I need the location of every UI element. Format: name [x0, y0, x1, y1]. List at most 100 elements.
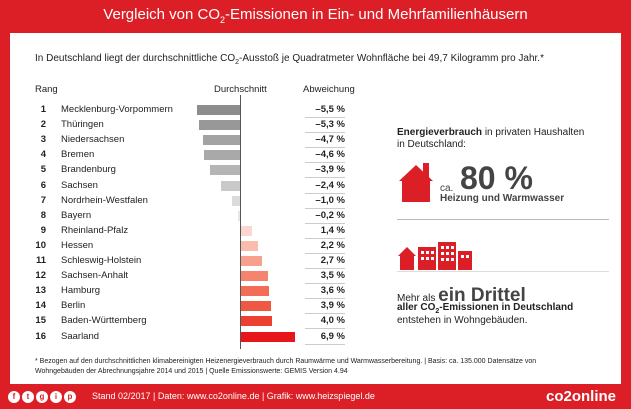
- state-name: Hamburg: [61, 285, 101, 297]
- deviation-bar: [198, 120, 240, 131]
- row-separator: [305, 252, 345, 254]
- header-average: Durchschnitt: [214, 84, 267, 95]
- rank-number: 15: [35, 315, 46, 327]
- row-separator: [305, 207, 345, 209]
- deviation-value: 6,9 %: [320, 330, 345, 342]
- row-separator: [305, 162, 345, 164]
- deviation-bar: [203, 135, 240, 146]
- deviation-value: –5,5 %: [315, 104, 345, 115]
- row-separator: [305, 132, 345, 134]
- main-panel: In Deutschland liegt der durchschnittlic…: [10, 33, 621, 384]
- deviation-value: –3,9 %: [315, 164, 345, 176]
- state-name: Nordrhein-Westfalen: [61, 194, 148, 206]
- deviation-value: 2,7 %: [320, 255, 345, 266]
- info-divider: [397, 219, 609, 220]
- deviation-bar: [232, 195, 240, 206]
- state-name: Baden-Württemberg: [61, 315, 147, 327]
- rank-number: 11: [35, 255, 46, 266]
- row-separator: [305, 192, 345, 194]
- deviation-value: –2,4 %: [315, 179, 345, 191]
- state-name: Saarland: [61, 330, 100, 342]
- chart-title: Vergleich von CO2-Emissionen in Ein- und…: [103, 6, 528, 25]
- deviation-value: –4,6 %: [315, 149, 345, 161]
- deviation-bar: [241, 316, 273, 327]
- rank-number: 13: [35, 285, 46, 297]
- deviation-bar: [238, 210, 240, 221]
- deviation-value: –1,0 %: [315, 194, 345, 206]
- deviation-bar: [241, 256, 263, 266]
- rank-number: 3: [40, 134, 46, 146]
- energy-percentage: 80 %: [460, 160, 533, 196]
- deviation-value: 3,9 %: [320, 300, 345, 312]
- facebook-icon[interactable]: f: [8, 391, 20, 403]
- row-separator: [305, 298, 345, 300]
- state-name: Sachsen: [61, 179, 98, 191]
- deviation-bar: [241, 225, 252, 236]
- state-name: Brandenburg: [61, 164, 116, 176]
- rank-number: 2: [40, 119, 46, 131]
- third-info-line3: entstehen in Wohngebäuden.: [397, 315, 528, 326]
- deviation-bar: [197, 105, 240, 115]
- state-name: Hessen: [61, 239, 94, 251]
- third-info-line2: aller CO2-Emissionen in Deutschland: [397, 302, 574, 315]
- deviation-bar: [241, 301, 272, 312]
- state-name: Berlin: [61, 300, 86, 312]
- energy-info-bold: Energieverbrauch: [397, 127, 483, 138]
- deviation-bar: [241, 271, 269, 282]
- deviation-bar: [221, 180, 240, 191]
- row-separator: [305, 313, 345, 315]
- header-deviation: Abweichung: [303, 84, 355, 95]
- buildings-baseline: [397, 271, 609, 272]
- state-name: Schleswig-Holstein: [61, 255, 142, 266]
- row-separator: [305, 283, 345, 285]
- rank-number: 8: [40, 209, 46, 221]
- deviation-value: –0,2 %: [315, 209, 345, 221]
- house-icon: [399, 163, 433, 202]
- row-separator: [305, 328, 345, 330]
- google-plus-icon[interactable]: g: [36, 391, 48, 403]
- deviation-value: –4,7 %: [315, 134, 345, 146]
- state-name: Thüringen: [61, 119, 104, 131]
- row-separator: [305, 268, 345, 269]
- rank-number: 4: [40, 149, 46, 161]
- rank-number: 14: [35, 300, 46, 312]
- footer: f t g i p Stand 02/2017 | Daten: www.co2…: [0, 386, 631, 409]
- pinterest-icon[interactable]: p: [64, 391, 76, 403]
- energy-subtitle: Heizung und Warmwasser: [440, 193, 565, 204]
- footer-credits: Stand 02/2017 | Daten: www.co2online.de …: [92, 391, 375, 401]
- rank-number: 7: [40, 194, 46, 206]
- row-separator: [305, 343, 345, 345]
- instagram-icon[interactable]: i: [50, 391, 62, 403]
- deviation-value: 1,4 %: [320, 224, 345, 236]
- rank-number: 9: [40, 224, 46, 236]
- deviation-bar: [241, 240, 259, 251]
- rank-number: 1: [40, 104, 46, 115]
- state-name: Bayern: [61, 209, 92, 221]
- third-info-big: ein Drittel: [438, 285, 526, 306]
- row-separator: [305, 177, 345, 179]
- energy-ca: ca.: [440, 183, 454, 194]
- energy-info-text: Energieverbrauch in privaten Haushalten i…: [397, 127, 585, 150]
- deviation-bar: [241, 286, 270, 297]
- co2online-logo[interactable]: co2online: [545, 388, 616, 405]
- rank-number: 6: [40, 179, 46, 191]
- row-separator: [305, 222, 345, 224]
- deviation-value: 3,5 %: [320, 270, 345, 282]
- twitter-icon[interactable]: t: [22, 391, 34, 403]
- deviation-value: –5,3 %: [315, 119, 345, 131]
- state-name: Niedersachsen: [61, 134, 125, 146]
- rank-number: 16: [35, 330, 46, 342]
- rank-number: 12: [35, 270, 46, 282]
- row-separator: [305, 237, 345, 239]
- row-separator: [305, 117, 345, 118]
- average-axis: [240, 95, 241, 349]
- intro-text: In Deutschland liegt der durchschnittlic…: [35, 53, 544, 66]
- deviation-value: 2,2 %: [320, 239, 345, 251]
- rank-number: 10: [35, 239, 46, 251]
- header-rank: Rang: [35, 84, 58, 95]
- buildings-icon: [398, 242, 472, 270]
- deviation-value: 3,6 %: [320, 285, 345, 297]
- rank-number: 5: [40, 164, 46, 176]
- deviation-bar: [204, 150, 240, 161]
- third-info-line1: Mehr als ein Drittel: [397, 285, 526, 306]
